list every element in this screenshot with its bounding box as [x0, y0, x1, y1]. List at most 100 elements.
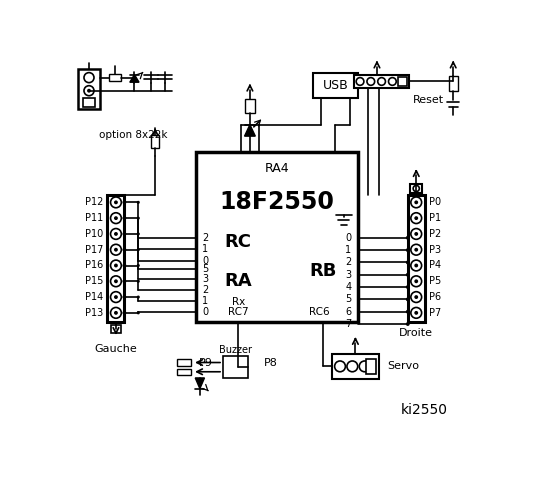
- Text: 1: 1: [346, 245, 352, 255]
- Text: P9: P9: [199, 358, 213, 368]
- Circle shape: [122, 295, 126, 299]
- Circle shape: [111, 228, 121, 240]
- Circle shape: [411, 244, 421, 255]
- Circle shape: [414, 311, 418, 315]
- Circle shape: [414, 216, 418, 220]
- Bar: [398, 77, 407, 86]
- Circle shape: [114, 295, 118, 299]
- Text: P1: P1: [429, 213, 441, 223]
- Text: Buzzer: Buzzer: [219, 345, 252, 355]
- Circle shape: [111, 308, 121, 318]
- Text: RA: RA: [225, 272, 252, 290]
- Circle shape: [114, 201, 118, 204]
- Circle shape: [114, 216, 118, 220]
- Circle shape: [406, 236, 410, 240]
- Text: Reset: Reset: [413, 95, 444, 105]
- Circle shape: [137, 264, 140, 267]
- Bar: [332, 354, 378, 379]
- Text: 1: 1: [202, 296, 208, 306]
- Circle shape: [414, 264, 418, 267]
- Text: P5: P5: [429, 276, 442, 286]
- Circle shape: [84, 86, 94, 96]
- Text: ki2550: ki2550: [401, 403, 448, 417]
- Bar: [152, 134, 159, 148]
- Bar: [177, 360, 191, 366]
- Circle shape: [411, 197, 421, 208]
- Bar: [109, 74, 121, 82]
- Text: P11: P11: [85, 213, 103, 223]
- Text: Rx: Rx: [232, 298, 245, 308]
- Circle shape: [137, 216, 140, 220]
- Text: P2: P2: [429, 229, 442, 239]
- Circle shape: [359, 361, 370, 372]
- Circle shape: [87, 89, 91, 93]
- Circle shape: [414, 232, 418, 236]
- Circle shape: [367, 78, 375, 85]
- Text: RB: RB: [309, 262, 337, 280]
- Circle shape: [114, 232, 118, 236]
- Circle shape: [347, 361, 358, 372]
- Circle shape: [414, 248, 418, 252]
- Text: 2: 2: [202, 285, 208, 295]
- Circle shape: [414, 279, 418, 283]
- Circle shape: [335, 361, 346, 372]
- Text: P6: P6: [429, 292, 441, 302]
- Text: option 8x22k: option 8x22k: [100, 130, 168, 140]
- Text: RC: RC: [225, 233, 252, 252]
- Polygon shape: [130, 74, 139, 82]
- Bar: [177, 369, 191, 375]
- Circle shape: [406, 298, 410, 301]
- Text: P14: P14: [85, 292, 103, 302]
- Circle shape: [137, 312, 140, 314]
- Bar: [223, 356, 248, 378]
- Text: P13: P13: [85, 308, 103, 318]
- Bar: [107, 195, 124, 323]
- Text: P12: P12: [85, 197, 103, 207]
- Circle shape: [356, 78, 364, 85]
- Circle shape: [137, 201, 140, 204]
- Circle shape: [122, 279, 126, 283]
- Bar: [78, 69, 100, 109]
- Circle shape: [411, 228, 421, 240]
- Text: RC7: RC7: [228, 307, 249, 317]
- Circle shape: [406, 248, 410, 252]
- Text: 0: 0: [346, 233, 352, 243]
- Text: Gauche: Gauche: [95, 345, 137, 354]
- Circle shape: [406, 310, 410, 313]
- Text: 5: 5: [202, 264, 208, 274]
- Bar: [196, 152, 358, 323]
- Circle shape: [122, 216, 126, 220]
- Circle shape: [122, 248, 126, 252]
- Circle shape: [137, 232, 140, 236]
- Text: 5: 5: [345, 294, 352, 304]
- Bar: [83, 98, 95, 107]
- Circle shape: [378, 78, 385, 85]
- Bar: [448, 76, 458, 92]
- Text: 0: 0: [202, 256, 208, 266]
- Circle shape: [411, 260, 421, 271]
- Text: 2: 2: [345, 257, 352, 267]
- Text: Droite: Droite: [399, 328, 433, 338]
- Text: RA4: RA4: [264, 162, 289, 175]
- Circle shape: [111, 213, 121, 224]
- Circle shape: [114, 279, 118, 283]
- Text: RC6: RC6: [309, 307, 330, 317]
- Circle shape: [114, 311, 118, 315]
- Circle shape: [406, 261, 410, 264]
- Bar: [408, 195, 425, 323]
- Text: 3: 3: [202, 275, 208, 284]
- Text: 4: 4: [346, 282, 352, 292]
- Circle shape: [122, 311, 126, 315]
- Polygon shape: [195, 378, 205, 389]
- Text: P8: P8: [264, 358, 278, 368]
- Circle shape: [137, 280, 140, 283]
- Circle shape: [114, 248, 118, 252]
- Text: 2: 2: [202, 233, 208, 243]
- Circle shape: [413, 185, 419, 192]
- Text: P3: P3: [429, 245, 441, 255]
- Circle shape: [411, 213, 421, 224]
- Circle shape: [414, 295, 418, 299]
- Text: 3: 3: [346, 270, 352, 280]
- Bar: [313, 73, 358, 97]
- Circle shape: [406, 273, 410, 276]
